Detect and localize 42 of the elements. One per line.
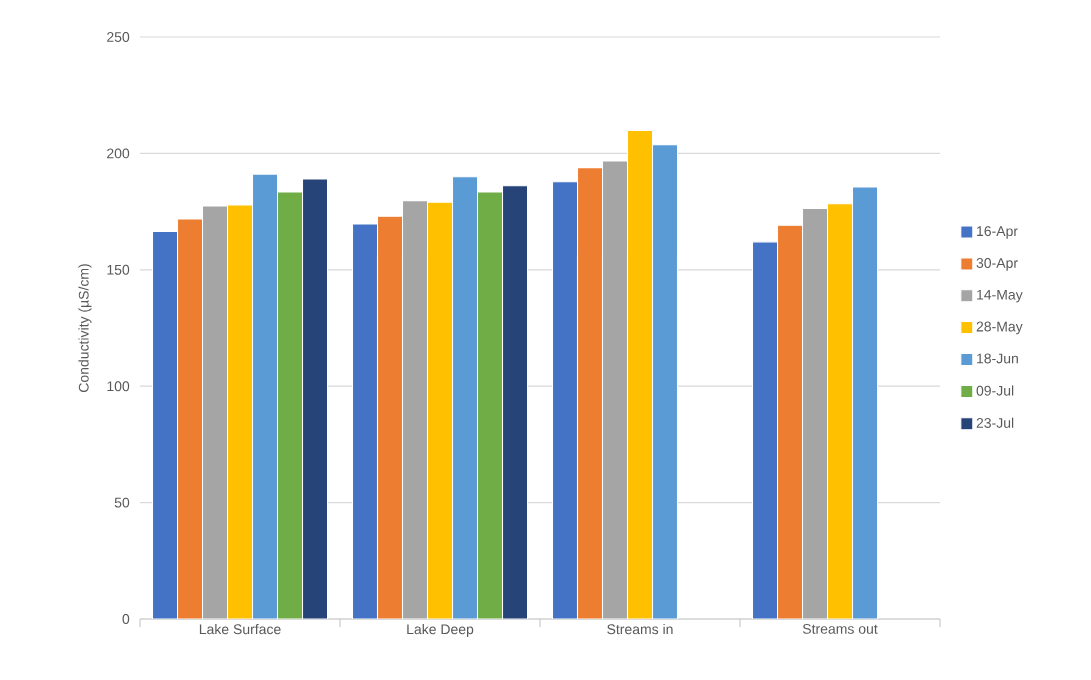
bar: [426, 201, 454, 619]
bar: [301, 178, 329, 619]
bar: [226, 204, 254, 619]
x-tick-label: Lake Deep: [407, 623, 474, 637]
bar: [451, 176, 479, 619]
y-tick-label: 250: [107, 32, 130, 42]
bar: [751, 241, 779, 619]
y-axis-title: Conductivity (µS/cm): [78, 264, 92, 392]
x-tick-label: Streams out: [802, 623, 878, 634]
legend-label: 09-Jul: [976, 385, 1014, 396]
legend-label: 16-Apr: [977, 226, 1018, 239]
bar: [501, 185, 529, 619]
y-tick-label: 100: [107, 381, 130, 392]
bar: [776, 224, 804, 619]
bar: [351, 223, 379, 619]
bar: [276, 191, 304, 619]
bar: [476, 191, 504, 619]
x-tick-label: Lake Surface: [199, 623, 281, 635]
y-tick-label: 150: [107, 264, 130, 275]
legend-label: 30-Apr: [976, 258, 1018, 271]
y-tick-label: 200: [107, 148, 130, 159]
legend-label: 23-Jul: [976, 417, 1014, 428]
x-tick-label: Streams in: [607, 623, 673, 635]
y-tick-label: 0: [122, 614, 130, 624]
bar: [851, 186, 879, 619]
legend-label: 18-Jun: [977, 353, 1018, 364]
y-tick-label: 50: [114, 497, 130, 508]
bar: [151, 230, 179, 619]
bar: [251, 173, 279, 619]
bar: [576, 167, 604, 619]
bar: [376, 215, 404, 619]
legend-label: 28-May: [976, 321, 1023, 335]
bar: [601, 160, 629, 619]
bar: [201, 205, 229, 619]
bar: [801, 208, 829, 619]
legend-label: 14-May: [977, 289, 1023, 303]
bar: [651, 144, 679, 619]
bar: [826, 203, 854, 619]
bar: [176, 218, 204, 619]
bar: [626, 129, 654, 619]
bar: [401, 200, 429, 619]
bar: [551, 181, 579, 619]
